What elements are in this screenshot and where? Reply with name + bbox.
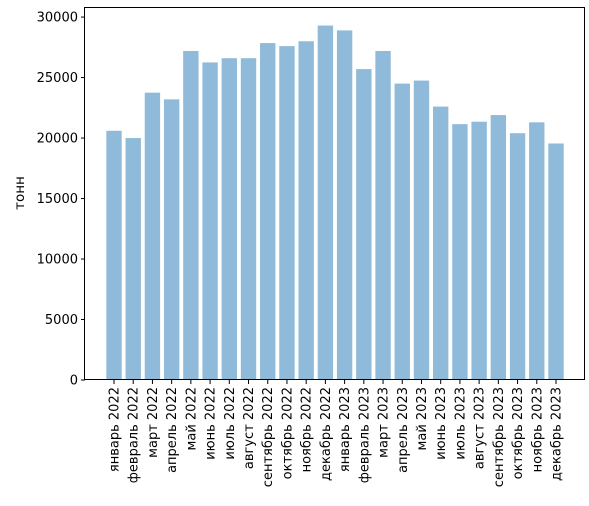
bar — [356, 69, 372, 380]
bar — [471, 121, 487, 380]
x-tick-label: май 2022 — [184, 387, 199, 450]
y-tick-label: 10000 — [37, 253, 78, 268]
x-tick-label: июль 2023 — [453, 387, 468, 460]
bar — [260, 43, 276, 380]
bars-group — [106, 25, 564, 381]
bar — [240, 58, 257, 380]
bar — [125, 138, 141, 380]
x-tick-label: январь 2022 — [108, 387, 123, 472]
x-tick-label: сентябрь 2023 — [492, 387, 507, 487]
bar — [452, 124, 468, 380]
bar — [279, 46, 295, 381]
bar — [298, 41, 314, 381]
x-tick-label: январь 2023 — [338, 387, 353, 472]
y-tick-label: 30000 — [37, 11, 78, 26]
x-tick-label: февраль 2023 — [357, 387, 372, 483]
bar — [548, 143, 564, 380]
x-tick-label: декабрь 2022 — [319, 387, 334, 481]
x-tick-label: ноябрь 2022 — [300, 387, 315, 472]
x-tick-label: июль 2022 — [223, 387, 238, 460]
x-tick-label: декабрь 2023 — [550, 387, 565, 481]
bar — [509, 133, 526, 380]
x-tick-label: февраль 2022 — [127, 387, 142, 483]
bar — [163, 99, 180, 380]
bar — [394, 83, 410, 381]
bar — [433, 106, 449, 380]
bar — [529, 122, 545, 380]
x-tick-label: май 2023 — [415, 387, 430, 450]
bar — [202, 62, 218, 380]
y-tick-label: 0 — [70, 374, 78, 389]
x-tick-label: июнь 2023 — [434, 387, 449, 460]
x-tick-label: март 2022 — [146, 387, 161, 458]
bar — [375, 50, 391, 380]
bar — [413, 80, 430, 380]
x-tick-label: март 2023 — [377, 387, 392, 458]
x-tick-label: октябрь 2023 — [511, 387, 526, 479]
x-tick-label: сентябрь 2022 — [261, 387, 276, 487]
x-tick-label: август 2023 — [473, 387, 488, 469]
bar — [336, 30, 353, 380]
y-axis: 0 5000 10000 15000 20000 25000 30000 — [37, 11, 85, 389]
bar — [317, 25, 334, 380]
y-tick-label: 5000 — [45, 313, 78, 328]
x-tick-label: апрель 2022 — [165, 387, 180, 473]
bar — [490, 115, 507, 380]
y-tick-label: 25000 — [37, 71, 78, 86]
y-tick-label: 20000 — [37, 132, 78, 147]
y-tick-label: 15000 — [37, 192, 78, 207]
x-tick-label: октябрь 2022 — [280, 387, 295, 479]
x-axis: январь 2022 февраль 2022 март 2022 апрель 2… — [108, 380, 565, 487]
x-tick-label: ноябрь 2023 — [530, 387, 545, 472]
bar — [183, 50, 199, 380]
bar — [106, 130, 122, 380]
x-tick-label: июнь 2022 — [204, 387, 219, 460]
x-tick-label: апрель 2023 — [396, 387, 411, 473]
x-tick-label: август 2022 — [242, 387, 257, 469]
bar — [144, 92, 161, 381]
bar — [221, 58, 237, 380]
y-axis-label: тонн — [12, 176, 28, 210]
plot-frame — [84, 7, 585, 380]
